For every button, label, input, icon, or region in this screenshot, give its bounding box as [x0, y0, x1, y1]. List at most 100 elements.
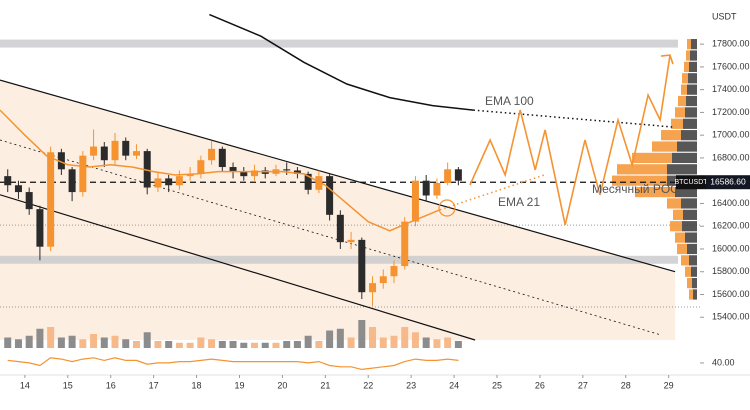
profile-bar	[667, 198, 681, 209]
x-tick-label: 21	[320, 380, 330, 390]
candle-body	[175, 176, 183, 186]
zone	[0, 39, 678, 48]
y-tick-label: 16200.00	[712, 221, 750, 231]
volume-bar	[444, 337, 452, 348]
candle-body	[251, 170, 259, 177]
candle-body	[68, 169, 76, 193]
osc-tick-label: 40.00	[712, 357, 735, 367]
volume-bar	[36, 328, 44, 348]
axis-layer: 40.0015400.0015600.0015800.0016000.00162…	[20, 39, 750, 390]
volume-bar	[347, 337, 355, 348]
volume-bar	[293, 341, 301, 348]
profile-bar	[686, 50, 690, 61]
ma-line	[0, 109, 441, 232]
y-tick-label: 15400.00	[712, 312, 750, 322]
volume-bar	[261, 342, 269, 348]
x-tick-label: 17	[149, 380, 159, 390]
candle-body	[154, 178, 162, 188]
volume-bar	[326, 330, 334, 348]
profile-bar	[652, 141, 677, 152]
profile-bar	[685, 266, 691, 277]
x-tick-label: 16	[106, 380, 116, 390]
volume-bar	[369, 327, 377, 348]
profile-bar	[681, 130, 697, 141]
volume-bar	[336, 328, 344, 348]
symbol-tag-label: BTCUSDT	[674, 179, 708, 186]
oscillator-line	[7, 357, 459, 371]
profile-bar	[692, 277, 697, 289]
plot-area	[0, 13, 700, 371]
profile-bar	[683, 118, 697, 129]
profile-bar	[684, 61, 689, 73]
x-tick-label: 29	[664, 380, 674, 390]
y-tick-label: 17600.00	[712, 61, 750, 71]
volume-bar	[175, 342, 183, 348]
volume-bar	[208, 339, 216, 348]
profile-bar	[661, 130, 681, 141]
profile-bar	[691, 266, 697, 277]
volume-bar	[229, 341, 237, 348]
candle-body	[111, 140, 119, 161]
price-tag-label: 16586.60	[710, 176, 746, 186]
volume-bar	[251, 342, 259, 348]
profile-bar	[677, 243, 687, 255]
profile-bar	[687, 39, 691, 50]
profile-bar	[677, 141, 697, 152]
candle-body	[240, 171, 248, 177]
volume-bar	[304, 335, 312, 348]
volume-bar	[100, 337, 108, 348]
x-tick-label: 20	[277, 380, 287, 390]
annotation: EMA 21	[498, 195, 540, 209]
annotation: EMA 100	[485, 94, 534, 108]
y-tick-label: 15800.00	[712, 266, 750, 276]
candle-body	[411, 180, 419, 222]
profile-bar	[688, 73, 697, 84]
y-tick-label: 17200.00	[712, 107, 750, 117]
profile-bar	[687, 277, 692, 289]
profile-bar	[681, 84, 687, 95]
ma-line	[209, 13, 474, 111]
profile-bar	[689, 61, 697, 73]
volume-bar	[68, 335, 76, 348]
candle-body	[401, 221, 409, 267]
y-tick-label: 17400.00	[712, 84, 750, 94]
candle-body	[57, 152, 65, 170]
profile-bar	[670, 221, 682, 232]
profile-bar	[683, 209, 697, 220]
x-tick-label: 25	[492, 380, 502, 390]
volume-bar	[4, 337, 12, 348]
x-tick-label: 28	[621, 380, 631, 390]
cross-marker	[438, 199, 456, 217]
candle-body	[14, 185, 22, 193]
symbol-tag	[676, 175, 706, 190]
y-tick-label: 15600.00	[712, 289, 750, 299]
price-tag	[706, 175, 750, 190]
x-tick-label: 24	[449, 380, 459, 390]
ma-forecast	[439, 174, 545, 211]
volume-bar	[283, 341, 291, 348]
candle-body	[283, 169, 291, 171]
y-tick-label: 17800.00	[712, 39, 750, 49]
candle-body	[90, 146, 98, 156]
profile-bar	[672, 152, 697, 164]
volume-bar	[25, 335, 33, 348]
candle-body	[132, 151, 140, 156]
volume-bar	[143, 332, 151, 348]
volume-bar	[358, 320, 366, 348]
y-tick-label: 16400.00	[712, 198, 750, 208]
profile-bar	[673, 209, 683, 220]
x-tick-label: 15	[63, 380, 73, 390]
annotation: Месячный POC	[592, 182, 679, 196]
volume-bar	[390, 335, 398, 348]
candle-body	[454, 169, 462, 181]
y-tick-label: 16000.00	[712, 243, 750, 253]
volume-bar	[272, 342, 280, 348]
profile-bar	[617, 164, 667, 175]
volume-bar	[401, 327, 409, 348]
profile-bar	[691, 39, 697, 50]
x-tick-label: 26	[535, 380, 545, 390]
x-tick-label: 23	[406, 380, 416, 390]
volume-bar	[186, 342, 194, 348]
profile-bar	[635, 186, 675, 198]
